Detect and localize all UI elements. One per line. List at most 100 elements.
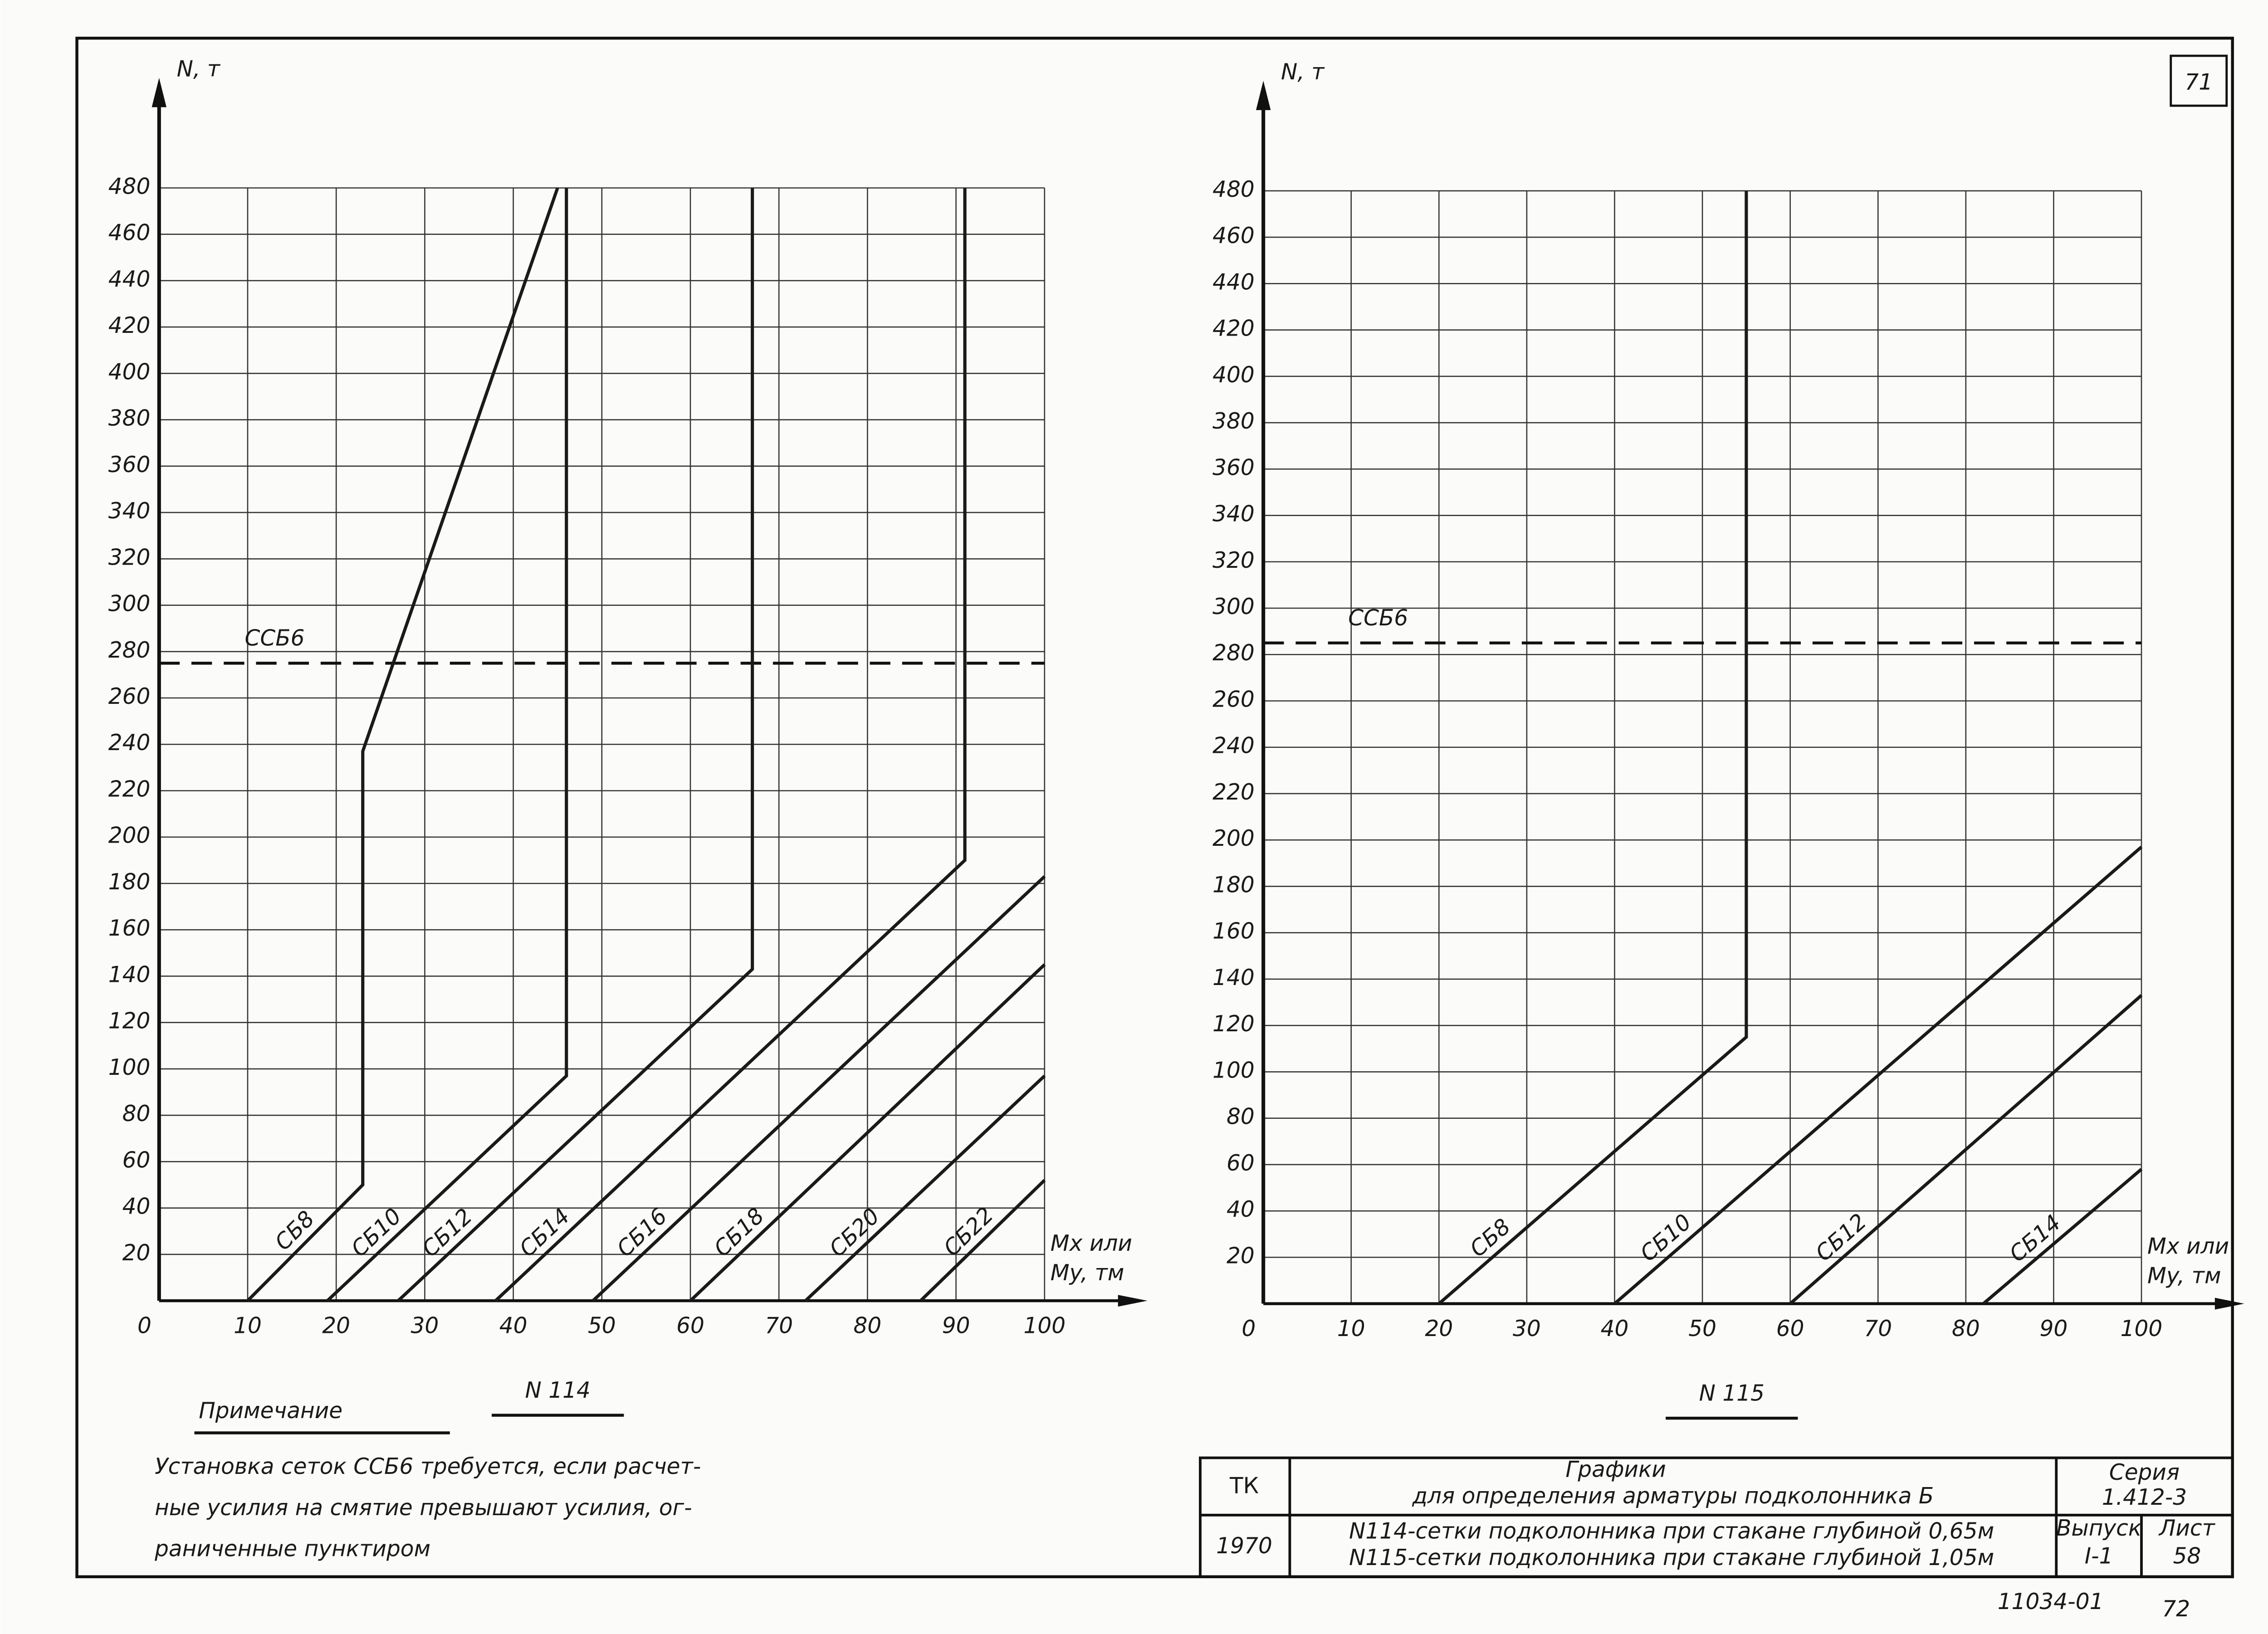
title-block xyxy=(1199,1456,2234,1578)
title: Графики xyxy=(1565,1457,1666,1483)
curve xyxy=(1789,994,2143,1305)
x-tick-label: 40 xyxy=(499,1313,528,1338)
description: N115-сетки подколонника при стакане глуб… xyxy=(1349,1545,1994,1571)
title-block-frame xyxy=(1199,1456,2234,1578)
title: для определения арматуры подколонника Б xyxy=(1412,1483,1934,1509)
issue-label: Выпуск xyxy=(2056,1516,2141,1541)
x-tick-label: 50 xyxy=(588,1313,616,1338)
issue-value: I-1 xyxy=(2085,1544,2113,1569)
y-tick-label: 360 xyxy=(1212,455,1255,480)
x-tick-label: 60 xyxy=(1776,1316,1804,1341)
y-tick-label: 180 xyxy=(108,869,151,895)
y-tick-label: 180 xyxy=(1212,872,1255,897)
x-tick-label: 0 xyxy=(137,1313,152,1338)
y-tick-label: 400 xyxy=(1212,362,1255,388)
y-tick-label: 320 xyxy=(108,545,151,570)
y-tick-label: 40 xyxy=(1227,1197,1255,1222)
y-axis-arrow xyxy=(152,78,166,107)
y-tick-label: 160 xyxy=(108,916,151,941)
y-tick-label: 480 xyxy=(1212,177,1255,202)
sheet-label: Лист xyxy=(2158,1516,2216,1541)
x-tick-label: 90 xyxy=(942,1313,970,1338)
org: ТК xyxy=(1229,1473,1259,1498)
x-tick-label: 70 xyxy=(765,1313,793,1338)
x-axis-label: Mx или xyxy=(2147,1234,2229,1259)
note-heading: Примечание xyxy=(199,1398,342,1424)
curve xyxy=(804,1074,1046,1302)
y-tick-label: 320 xyxy=(1212,548,1255,573)
y-tick-label: 220 xyxy=(1212,780,1255,805)
y-tick-label: 80 xyxy=(1227,1104,1255,1130)
y-tick-label: 220 xyxy=(108,777,151,802)
y-tick-label: 100 xyxy=(108,1055,151,1080)
x-axis-label: My, тм xyxy=(2147,1263,2221,1288)
chart-caption: N 114 xyxy=(525,1378,590,1403)
description: N114-сетки подколонника при стакане глуб… xyxy=(1349,1519,1994,1544)
y-tick-label: 280 xyxy=(108,638,151,663)
x-axis-label: My, тм xyxy=(1051,1260,1124,1286)
y-axis-label: N, т xyxy=(1281,59,1325,85)
archive-number: 11034-01 xyxy=(1998,1589,2104,1614)
x-tick-label: 100 xyxy=(1023,1313,1066,1338)
y-tick-label: 380 xyxy=(1212,409,1255,434)
x-tick-label: 80 xyxy=(1952,1316,1980,1341)
curve xyxy=(1982,1168,2143,1305)
y-tick-label: 260 xyxy=(108,684,151,709)
y-tick-label: 340 xyxy=(1212,502,1255,527)
note-line: Установка сеток ССБ6 требуется, если рас… xyxy=(155,1454,701,1479)
x-tick-label: 70 xyxy=(1864,1316,1892,1341)
page-number-box xyxy=(2170,54,2228,107)
y-tick-label: 240 xyxy=(1212,733,1255,759)
y-tick-label: 460 xyxy=(108,220,151,246)
y-tick-label: 120 xyxy=(1212,1011,1255,1037)
y-tick-label: 480 xyxy=(108,174,151,199)
x-tick-label: 50 xyxy=(1688,1316,1716,1341)
y-tick-label: 160 xyxy=(1212,919,1255,944)
y-tick-label: 420 xyxy=(1212,316,1255,341)
x-tick-label: 90 xyxy=(2040,1316,2068,1341)
curve xyxy=(919,1179,1046,1302)
y-tick-label: 140 xyxy=(108,962,151,987)
y-tick-label: 20 xyxy=(122,1240,151,1266)
y-tick-label: 120 xyxy=(108,1009,151,1034)
x-tick-label: 20 xyxy=(1425,1316,1453,1341)
threshold-label: ССБ6 xyxy=(1348,605,1408,631)
y-tick-label: 420 xyxy=(108,313,151,338)
curve xyxy=(689,963,1046,1302)
x-axis-arrow xyxy=(2214,1297,2244,1310)
y-tick-label: 380 xyxy=(108,406,151,431)
year: 1970 xyxy=(1216,1533,1272,1559)
threshold-label: ССБ6 xyxy=(245,626,305,651)
y-tick-label: 260 xyxy=(1212,687,1255,712)
note: Примечание Установка сеток ССБ6 требуетс… xyxy=(154,1398,701,1561)
y-tick-label: 300 xyxy=(1212,594,1255,619)
x-axis-label: Mx или xyxy=(1051,1231,1132,1256)
x-tick-label: 60 xyxy=(676,1313,704,1338)
sheet-value: 58 xyxy=(2173,1544,2201,1569)
x-tick-label: 40 xyxy=(1601,1316,1629,1341)
x-tick-label: 20 xyxy=(322,1313,350,1338)
page-number: 71 xyxy=(2185,70,2213,95)
y-tick-label: 40 xyxy=(122,1194,151,1219)
x-tick-label: 30 xyxy=(411,1313,439,1338)
y-tick-label: 440 xyxy=(108,267,151,292)
y-tick-label: 280 xyxy=(1212,640,1255,666)
y-tick-label: 460 xyxy=(1212,223,1255,249)
curve xyxy=(494,188,967,1302)
y-tick-label: 340 xyxy=(108,498,151,524)
y-tick-label: 60 xyxy=(122,1147,151,1173)
y-tick-label: 200 xyxy=(1212,826,1255,851)
x-axis-arrow xyxy=(1118,1295,1148,1307)
series-label: Серия xyxy=(2109,1460,2180,1485)
curve xyxy=(326,188,568,1302)
x-tick-label: 10 xyxy=(234,1313,262,1338)
note-line: ные усилия на смятие превышают усилия, о… xyxy=(155,1495,692,1521)
x-tick-label: 0 xyxy=(1242,1316,1256,1341)
curve xyxy=(397,188,754,1302)
curve xyxy=(1613,845,2143,1305)
y-tick-label: 360 xyxy=(108,452,151,478)
curve xyxy=(1437,190,1748,1305)
y-tick-label: 20 xyxy=(1227,1243,1255,1268)
